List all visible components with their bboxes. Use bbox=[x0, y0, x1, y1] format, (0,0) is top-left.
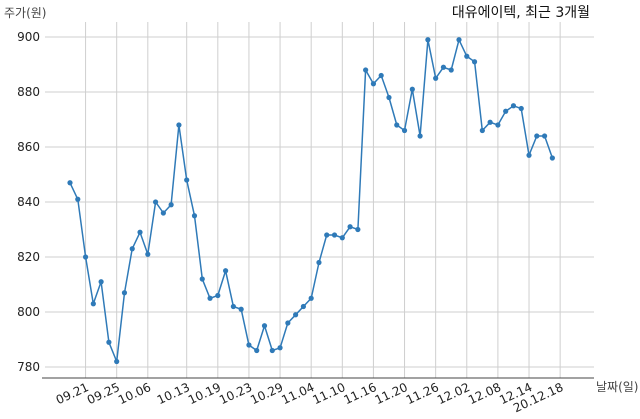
data-point bbox=[145, 251, 151, 257]
data-point bbox=[285, 320, 291, 326]
data-point bbox=[254, 347, 260, 354]
data-point bbox=[82, 254, 89, 260]
data-point bbox=[324, 232, 330, 238]
y-axis-title: 주가(원) bbox=[4, 6, 46, 20]
data-point bbox=[176, 122, 182, 128]
data-point bbox=[67, 180, 73, 186]
data-point bbox=[503, 108, 509, 114]
data-point bbox=[168, 202, 174, 208]
data-point bbox=[479, 127, 485, 134]
data-point bbox=[534, 133, 540, 139]
data-point bbox=[223, 268, 229, 274]
data-point bbox=[464, 53, 470, 59]
data-point bbox=[363, 67, 369, 73]
data-point bbox=[370, 81, 377, 87]
data-point bbox=[230, 303, 236, 310]
data-point bbox=[152, 199, 159, 205]
data-point bbox=[184, 177, 190, 183]
data-point bbox=[487, 119, 493, 125]
data-point bbox=[160, 210, 166, 216]
data-point bbox=[191, 213, 198, 219]
data-point bbox=[495, 122, 501, 128]
data-point bbox=[440, 64, 447, 70]
data-point bbox=[121, 290, 128, 296]
data-point bbox=[401, 127, 408, 134]
data-point bbox=[456, 37, 462, 43]
data-point bbox=[98, 279, 104, 285]
data-point bbox=[409, 86, 415, 92]
y-tick-label: 860 bbox=[17, 140, 40, 154]
data-point bbox=[378, 72, 384, 79]
data-point bbox=[355, 226, 361, 233]
data-point bbox=[246, 342, 252, 348]
data-point bbox=[137, 229, 143, 235]
x-axis-title: 날짜(일) bbox=[596, 380, 638, 394]
data-point bbox=[549, 155, 555, 161]
data-point bbox=[541, 133, 548, 139]
data-point bbox=[114, 358, 120, 365]
data-point bbox=[277, 345, 283, 351]
data-point bbox=[269, 347, 275, 354]
horizontal-gridlines bbox=[45, 36, 594, 368]
data-point bbox=[425, 37, 431, 43]
data-point bbox=[75, 196, 81, 202]
data-point bbox=[347, 224, 353, 230]
data-point bbox=[207, 295, 213, 301]
data-point bbox=[339, 235, 345, 241]
data-point bbox=[199, 276, 205, 282]
data-point bbox=[316, 259, 322, 266]
data-point bbox=[215, 292, 221, 299]
price-points bbox=[67, 37, 555, 365]
data-point bbox=[433, 75, 439, 81]
y-tick-label: 840 bbox=[17, 195, 40, 209]
y-tick-label: 900 bbox=[17, 30, 40, 44]
data-point bbox=[526, 152, 532, 158]
data-point bbox=[386, 94, 392, 101]
y-tick-label: 880 bbox=[17, 85, 40, 99]
y-tick-label: 800 bbox=[17, 305, 40, 319]
data-point bbox=[448, 67, 454, 73]
data-point bbox=[293, 312, 299, 318]
data-point bbox=[261, 323, 268, 329]
chart-title: 대유에이텍, 최근 3개월 bbox=[452, 5, 590, 21]
data-point bbox=[106, 339, 112, 345]
data-point bbox=[331, 232, 338, 238]
data-point bbox=[510, 103, 517, 109]
y-tick-label: 820 bbox=[17, 250, 40, 264]
data-point bbox=[300, 303, 306, 310]
data-point bbox=[471, 59, 478, 65]
data-point bbox=[518, 105, 524, 112]
data-point bbox=[238, 306, 244, 312]
y-tick-label: 780 bbox=[17, 360, 40, 374]
vertical-gridlines bbox=[85, 22, 561, 378]
data-point bbox=[90, 301, 96, 307]
data-point bbox=[394, 122, 400, 128]
data-point bbox=[129, 246, 135, 252]
data-point bbox=[417, 133, 423, 139]
y-axis-ticks: 780 800 820 840 860 880 900 bbox=[17, 30, 40, 374]
x-tick-label: 10.06 bbox=[116, 380, 153, 407]
data-point bbox=[308, 295, 314, 301]
